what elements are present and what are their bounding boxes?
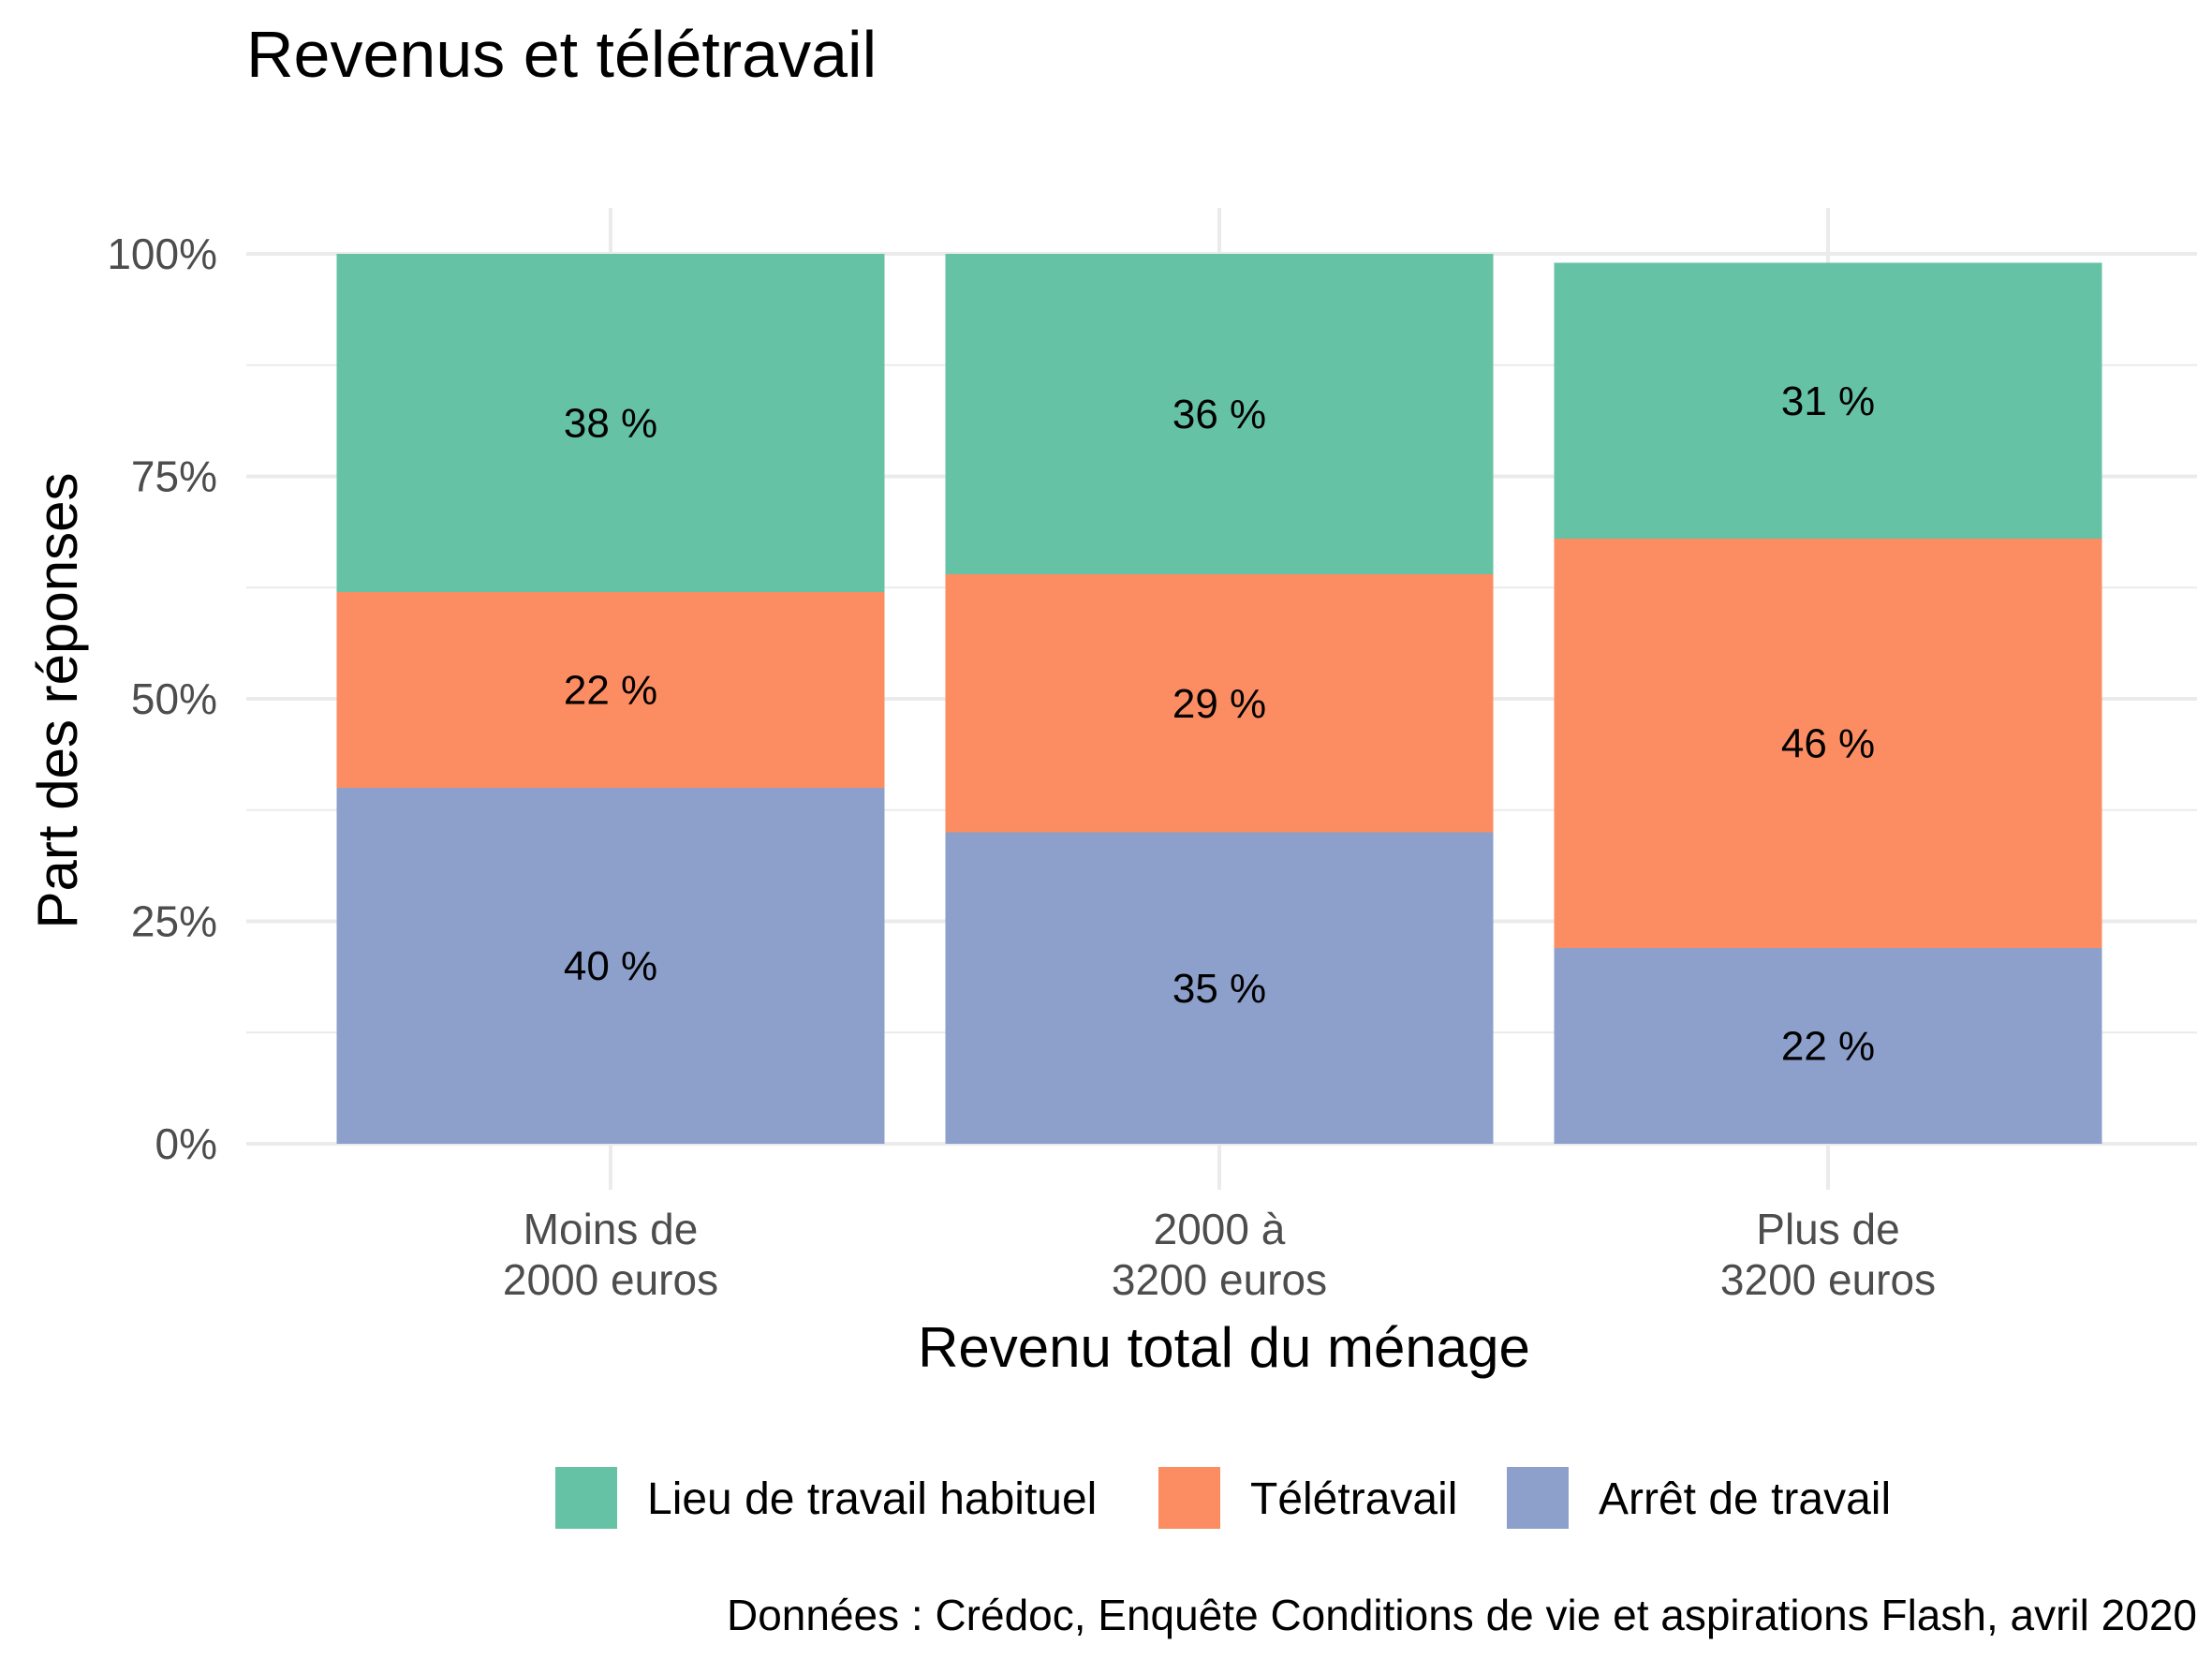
bar-segment — [1554, 539, 2102, 948]
x-axis-title: Revenu total du ménage — [918, 1316, 1530, 1379]
x-tick-label: Moins de 2000 euros — [503, 1205, 718, 1304]
bar-segment — [945, 574, 1494, 833]
bar-segment — [1554, 948, 2102, 1144]
x-tick-label: 2000 à 3200 euros — [1112, 1205, 1327, 1304]
legend-label: Arrêt de travail — [1599, 1474, 1891, 1524]
data-labels: 40 % 22 % 38 % 35 % 29 % 36 % 22 % 46 % 31 % — [564, 378, 1875, 1070]
bar-segment — [336, 788, 885, 1144]
bar-segment — [336, 592, 885, 788]
legend-key — [1158, 1467, 1220, 1529]
data-label: 22 % — [1781, 1024, 1875, 1070]
bar-segment — [945, 832, 1494, 1144]
y-tick-label: 0% — [155, 1119, 217, 1168]
legend: Lieu de travail habituel Télétravail Arrêt… — [555, 1467, 1891, 1529]
data-label: 40 % — [564, 943, 657, 989]
data-label: 38 % — [564, 401, 657, 447]
data-label: 36 % — [1172, 392, 1266, 437]
legend-key — [555, 1467, 617, 1529]
caption: Données : Crédoc, Enquête Conditions de … — [727, 1591, 2197, 1639]
chart-title: Revenus et télétravail — [246, 18, 877, 91]
bar-segment — [945, 254, 1494, 574]
x-tick-label: Plus de 3200 euros — [1720, 1205, 1936, 1304]
y-axis-title: Part des réponses — [26, 473, 89, 929]
y-tick-label: 75% — [131, 452, 217, 501]
y-tick-label: 100% — [107, 230, 217, 278]
data-label: 31 % — [1781, 378, 1875, 424]
y-tick-label: 50% — [131, 674, 217, 723]
data-label: 46 % — [1781, 721, 1875, 767]
bar-segment — [336, 254, 885, 592]
data-label: 29 % — [1172, 681, 1266, 727]
bars — [336, 254, 2102, 1144]
legend-key — [1507, 1467, 1569, 1529]
legend-label: Lieu de travail habituel — [647, 1474, 1097, 1524]
data-label: 22 % — [564, 668, 657, 714]
legend-label: Télétravail — [1250, 1474, 1457, 1524]
data-label: 35 % — [1172, 966, 1266, 1012]
bar-segment — [1554, 262, 2102, 539]
y-tick-label: 25% — [131, 897, 217, 946]
